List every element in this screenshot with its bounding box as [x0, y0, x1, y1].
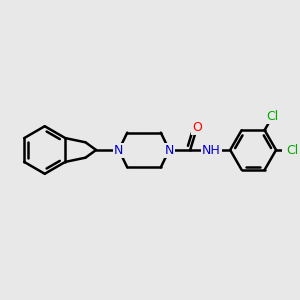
- Text: N: N: [164, 143, 174, 157]
- Text: NH: NH: [202, 143, 220, 157]
- Text: Cl: Cl: [287, 143, 299, 157]
- Text: Cl: Cl: [266, 110, 278, 123]
- Text: N: N: [114, 143, 124, 157]
- Text: O: O: [192, 121, 202, 134]
